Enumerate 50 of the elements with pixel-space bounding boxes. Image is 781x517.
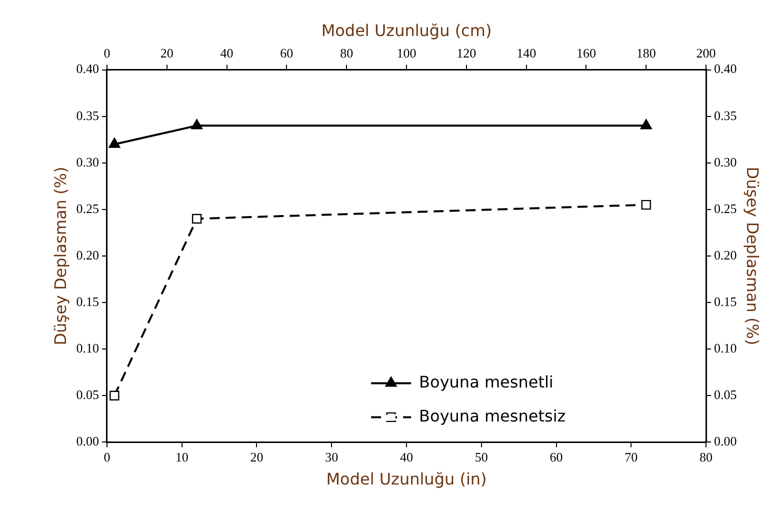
x-tick-label: 30 [325,449,338,464]
y2-axis-title: Düşey Deplasman (%) [743,166,762,346]
x-tick-label: 20 [250,449,264,464]
point [192,214,202,224]
y2-tick-label: 0.25 [714,200,737,216]
point [641,200,651,210]
point [110,390,120,400]
y-axis-title: Düşey Deplasman (%) [50,166,70,346]
legend-label: Boyuna mesnetli [419,372,554,392]
x2-tick-label: 120 [456,45,476,60]
y2-tick-label: 0.30 [714,154,737,170]
x2-tick-label: 160 [576,45,596,60]
y2-tick-label: 0.15 [714,294,737,309]
y2-tick-label: 0.20 [714,247,737,262]
x-tick-label: 80 [700,449,713,464]
x-tick-label: 70 [624,449,638,464]
x2-tick-label: 20 [160,45,174,60]
x2-tick-label: 40 [220,45,234,60]
x2-axis-title: Model Uzunluğu (cm) [321,20,492,40]
y2-tick-label: 0.35 [714,108,737,123]
point [191,119,203,130]
x2-tick-label: 200 [696,45,716,60]
x2-tick-label: 0 [104,45,110,60]
y-tick-label: 0.15 [76,294,99,309]
x2-tick-label: 80 [340,45,354,60]
x-tick-label: 40 [400,449,413,464]
x-tick-label: 60 [550,449,563,464]
x2-tick-label: 180 [636,45,656,60]
y2-tick-label: 0.40 [714,61,737,76]
y-tick-label: 0.40 [76,61,99,76]
y-tick-label: 0.30 [76,154,99,170]
x-tick-label: 50 [474,449,488,464]
x2-tick-label: 100 [396,45,416,60]
y-tick-label: 0.10 [76,340,99,356]
point [640,119,652,130]
y-tick-label: 0.25 [76,200,99,216]
y-tick-label: 0.00 [76,434,99,449]
x-axis-title: Model Uzunluğu (in) [326,470,487,489]
y-tick-label: 0.35 [76,108,99,123]
x2-tick-label: 60 [280,45,294,60]
x2-tick-label: 140 [516,45,536,60]
y2-tick-label: 0.00 [714,434,737,449]
y-tick-label: 0.05 [76,387,99,402]
y-tick-label: 0.20 [76,247,99,262]
x-tick-label: 10 [175,449,188,464]
point [108,138,120,148]
y2-tick-label: 0.05 [714,387,737,402]
x-tick-label: 0 [104,449,110,464]
y2-tick-label: 0.10 [714,340,737,356]
legend-label: Boyuna mesnetsiz [419,406,566,426]
